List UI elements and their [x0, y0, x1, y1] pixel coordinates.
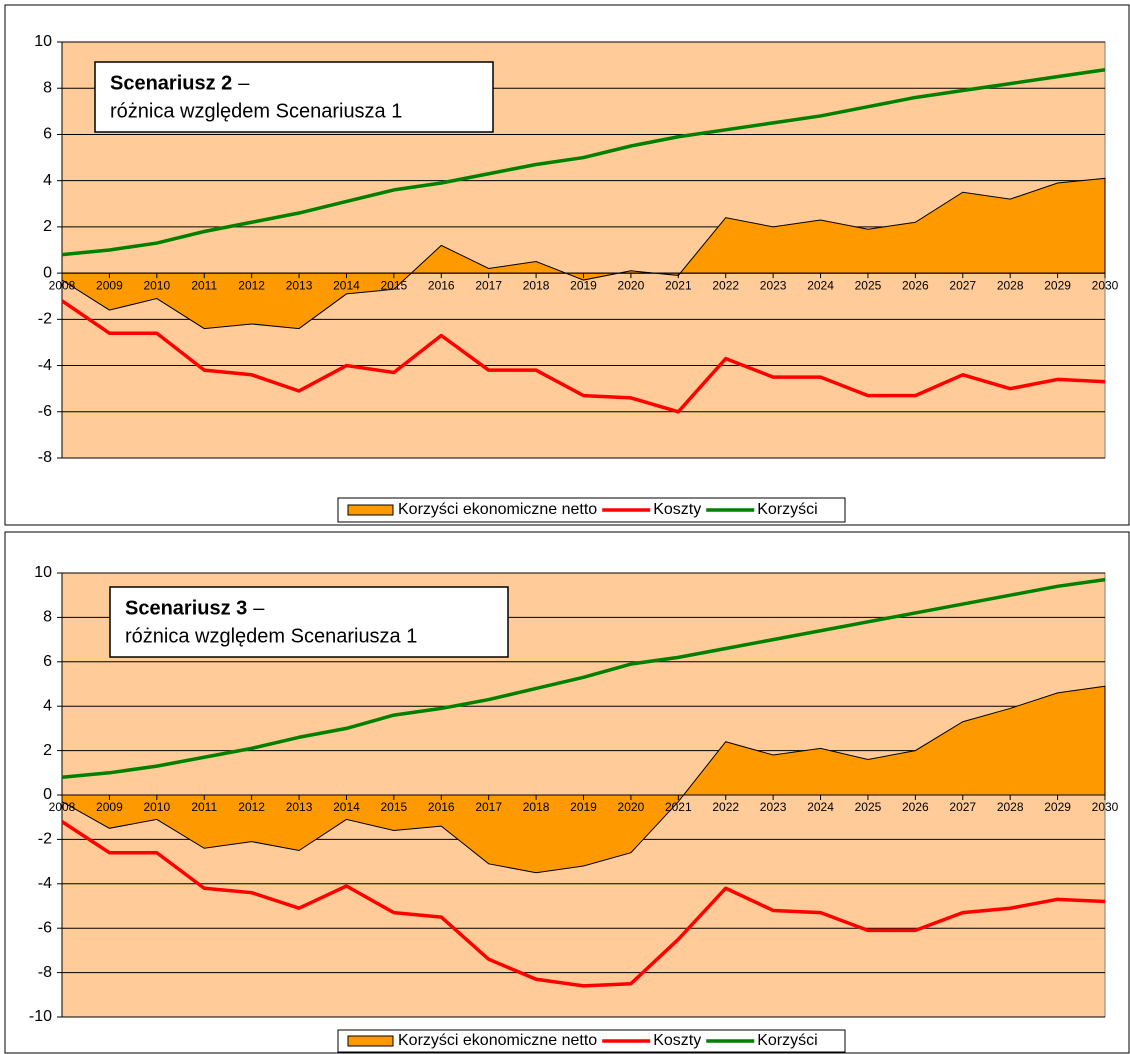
legend-box — [337, 497, 846, 523]
x-tick-label: 2021 — [665, 278, 692, 292]
x-tick-label: 2008 — [49, 278, 76, 292]
y-tick-label: 10 — [34, 564, 52, 581]
title-box — [109, 586, 509, 658]
x-tick-label: 2023 — [760, 800, 787, 814]
x-tick-label: 2014 — [333, 278, 360, 292]
legend-box — [337, 1029, 846, 1053]
x-tick-label: 2012 — [238, 278, 265, 292]
x-tick-label: 2020 — [618, 278, 645, 292]
y-tick-label: -2 — [38, 311, 52, 328]
y-tick-label: -8 — [38, 449, 52, 466]
x-tick-label: 2010 — [143, 800, 170, 814]
x-tick-label: 2017 — [475, 278, 502, 292]
x-tick-label: 2025 — [855, 278, 882, 292]
x-tick-label: 2018 — [523, 800, 550, 814]
x-tick-label: 2029 — [1044, 278, 1071, 292]
x-tick-label: 2026 — [902, 278, 929, 292]
y-tick-label: -6 — [38, 403, 52, 420]
x-tick-label: 2008 — [49, 800, 76, 814]
y-tick-label: 8 — [43, 609, 52, 626]
x-tick-label: 2014 — [333, 800, 360, 814]
x-tick-label: 2029 — [1044, 800, 1071, 814]
x-tick-label: 2013 — [286, 278, 313, 292]
x-tick-label: 2012 — [238, 800, 265, 814]
legend-label: Korzyści ekonomiczne netto — [398, 501, 597, 518]
legend-label: Koszty — [653, 501, 701, 518]
x-tick-label: 2020 — [618, 800, 645, 814]
x-tick-label: 2013 — [286, 800, 313, 814]
y-tick-label: 6 — [43, 653, 52, 670]
y-tick-label: -2 — [38, 831, 52, 848]
chart-title: Scenariusz 2 — [110, 72, 232, 94]
x-tick-label: 2024 — [807, 800, 834, 814]
y-tick-label: 2 — [43, 218, 52, 235]
legend-swatch — [347, 1035, 394, 1047]
x-tick-label: 2022 — [712, 800, 739, 814]
x-tick-label: 2010 — [143, 278, 170, 292]
x-tick-label: 2021 — [665, 800, 692, 814]
x-tick-label: 2018 — [523, 278, 550, 292]
y-tick-label: -10 — [29, 1008, 52, 1025]
x-tick-label: 2011 — [191, 800, 217, 814]
y-tick-label: 2 — [43, 742, 52, 759]
x-tick-label: 2027 — [949, 800, 976, 814]
line — [61, 820, 1106, 988]
x-tick-label: 2028 — [997, 800, 1024, 814]
x-tick-label: 2030 — [1092, 800, 1119, 814]
x-tick-label: 2027 — [949, 278, 976, 292]
y-tick-label: -4 — [38, 875, 52, 892]
legend-label: Korzyści ekonomiczne netto — [398, 1032, 597, 1049]
x-tick-label: 2025 — [855, 800, 882, 814]
y-tick-label: 6 — [43, 126, 52, 143]
x-tick-label: 2016 — [428, 278, 455, 292]
y-tick-label: -8 — [38, 964, 52, 981]
y-tick-label: 0 — [43, 786, 52, 803]
x-tick-label: 2023 — [760, 278, 787, 292]
x-tick-label: 2024 — [807, 278, 834, 292]
x-tick-label: 2028 — [997, 278, 1024, 292]
x-tick-label: 2011 — [191, 278, 217, 292]
y-tick-label: 4 — [43, 172, 52, 189]
x-tick-label: 2019 — [570, 278, 597, 292]
x-tick-label: 2015 — [381, 800, 408, 814]
x-tick-label: 2030 — [1092, 278, 1119, 292]
area — [61, 685, 1106, 874]
y-tick-label: 0 — [43, 264, 52, 281]
x-tick-label: 2009 — [96, 800, 123, 814]
chart-subtitle: różnica względem Scenariusza 1 — [125, 625, 417, 647]
chart-title: Scenariusz 3 — [125, 597, 247, 619]
legend-label: Korzyści — [757, 501, 817, 518]
legend-swatch — [347, 504, 394, 516]
x-tick-label: 2009 — [96, 278, 123, 292]
y-tick-label: 4 — [43, 697, 52, 714]
x-tick-label: 2019 — [570, 800, 597, 814]
y-tick-label: 10 — [34, 33, 52, 50]
y-tick-label: -4 — [38, 357, 52, 374]
chart-subtitle: różnica względem Scenariusza 1 — [110, 100, 402, 122]
line — [61, 68, 1106, 257]
y-tick-label: -6 — [38, 919, 52, 936]
chart-title-suffix: – — [253, 597, 265, 619]
y-tick-label: 8 — [43, 79, 52, 96]
legend-label: Korzyści — [757, 1032, 817, 1049]
line — [61, 299, 1106, 414]
legend-label: Koszty — [653, 1032, 701, 1049]
title-box — [94, 61, 494, 133]
x-tick-label: 2015 — [381, 278, 408, 292]
line — [61, 577, 1106, 779]
x-tick-label: 2016 — [428, 800, 455, 814]
x-tick-label: 2026 — [902, 800, 929, 814]
chart-title-suffix: – — [238, 72, 250, 94]
x-tick-label: 2017 — [475, 800, 502, 814]
x-tick-label: 2022 — [712, 278, 739, 292]
